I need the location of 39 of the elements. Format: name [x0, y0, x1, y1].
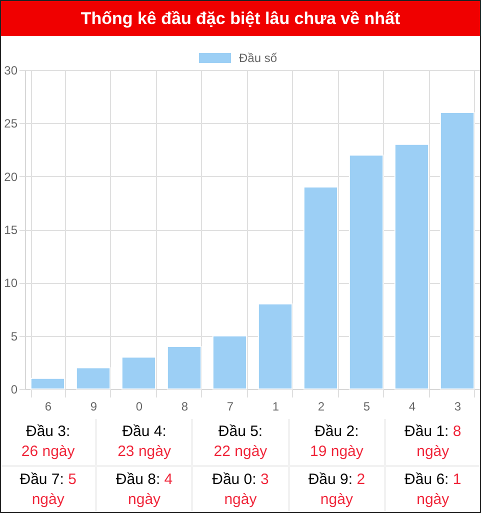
x-tick-label: 1 — [272, 400, 280, 414]
x-tick-label: 0 — [136, 400, 143, 414]
y-tick-label: 0 — [10, 382, 18, 396]
bar — [212, 335, 248, 390]
text: Đầu 3: 26 ngày — [21, 423, 75, 460]
x-tick-label: 6 — [44, 400, 52, 414]
x-tick-label: 9 — [90, 400, 98, 414]
chart-title: Thống kê đầu đặc biệt lâu chưa về nhất — [1, 1, 480, 36]
text: Đầu 2: 19 ngày — [310, 423, 364, 460]
bar — [394, 144, 430, 390]
x-tick-label: 7 — [226, 400, 234, 414]
x-tick-label: 5 — [363, 400, 370, 414]
text: Đầu 7: 5 ngày — [20, 471, 76, 508]
text: Đầu 0: 3 ngày — [212, 471, 269, 508]
text: Đầu 4: 23 ngày — [118, 423, 171, 460]
y-tick-label: 15 — [4, 223, 18, 237]
x-tick-label: 3 — [454, 400, 462, 414]
y-tick-label: 25 — [4, 116, 18, 131]
bar — [440, 112, 475, 390]
y-tick-label: 10 — [4, 276, 18, 290]
legend-label: Đầu số — [239, 51, 278, 65]
bar — [303, 186, 338, 390]
text: Đầu 1: 8 ngày — [404, 423, 462, 460]
y-tick-label: 30 — [4, 64, 18, 78]
y-tick-label: 20 — [4, 170, 18, 184]
text: Đầu 5: 22 ngày — [214, 423, 268, 460]
x-tick-label: 8 — [181, 400, 188, 414]
x-tick-label: 4 — [408, 400, 416, 414]
text: Đầu 9: 2 ngày — [308, 471, 366, 508]
text: Đầu 8: 4 ngày — [116, 471, 173, 508]
bar — [76, 367, 111, 390]
bar — [258, 303, 293, 390]
y-tick-label: 5 — [10, 329, 18, 344]
bar — [348, 154, 384, 390]
bar — [166, 346, 202, 390]
x-tick-label: 2 — [318, 400, 325, 414]
bar — [121, 356, 156, 390]
bar — [30, 378, 66, 390]
text: Đầu 6: 1 ngày — [404, 471, 462, 508]
